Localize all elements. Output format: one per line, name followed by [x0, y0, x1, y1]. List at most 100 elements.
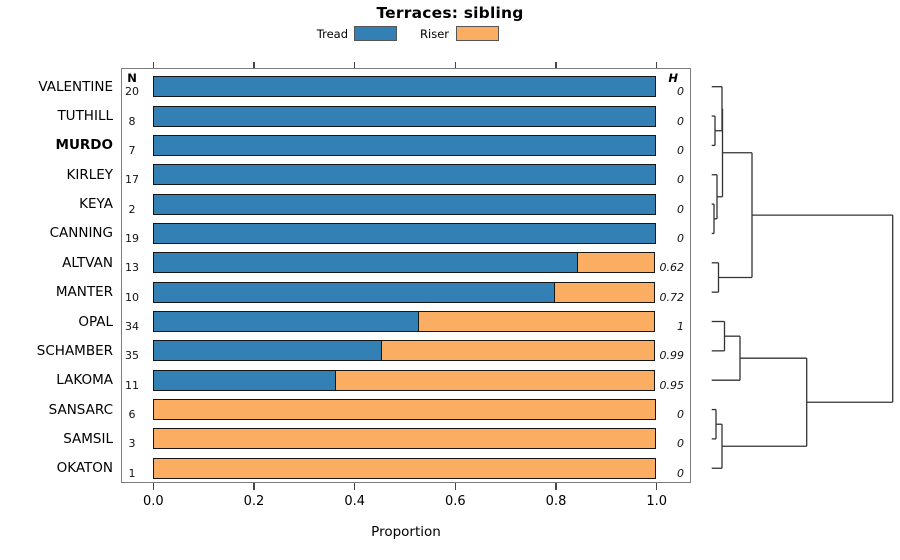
h-value: 0 [677, 408, 684, 422]
tread-segment [153, 164, 657, 186]
h-value: 0 [677, 466, 684, 480]
plot-panel [121, 68, 691, 483]
n-column-header: N [127, 71, 137, 85]
riser-segment [153, 399, 657, 421]
riser-segment [417, 311, 655, 332]
x-tick-label: 0.2 [243, 494, 265, 509]
stacked-bar-murdo [153, 134, 657, 156]
riser-segment [554, 281, 655, 303]
stacked-bar-manter [153, 281, 656, 303]
stacked-bar-canning [153, 222, 657, 244]
n-value: 34 [125, 320, 139, 333]
h-value: 0 [677, 231, 684, 245]
tread-segment [153, 76, 657, 98]
row-label-samsil: SAMSIL [63, 430, 113, 447]
h-value: 0 [677, 85, 684, 99]
n-value: 2 [128, 202, 136, 216]
h-value: 0 [677, 143, 684, 157]
cluster-dendrogram [711, 86, 894, 469]
h-value: 0 [677, 173, 684, 187]
row-label-schamber: SCHAMBER [36, 342, 113, 359]
stacked-bar-samsil [153, 428, 657, 450]
tread-segment [153, 193, 657, 215]
h-value: 0 [677, 437, 684, 451]
bottom-tick [655, 483, 658, 490]
n-value: 6 [128, 408, 136, 422]
tread-segment [153, 252, 579, 274]
row-label-murdo: MURDO [55, 137, 113, 154]
n-value: 7 [128, 143, 136, 157]
h-column-header: H [668, 71, 678, 85]
chart-title: Terraces: sibling [376, 4, 524, 22]
bottom-tick [353, 483, 356, 490]
tread-segment [153, 340, 384, 362]
legend-label-tread: Tread [316, 27, 348, 41]
n-value: 17 [125, 173, 139, 187]
tread-segment [153, 281, 556, 303]
h-value: 0.95 [659, 378, 685, 392]
stacked-bar-keya [153, 193, 657, 215]
legend-swatch-tread [354, 26, 397, 41]
row-label-lakoma: LAKOMA [56, 372, 113, 389]
stacked-bar-kirley [153, 164, 657, 186]
x-tick-label: 1.0 [646, 494, 668, 509]
n-value: 11 [125, 378, 139, 392]
h-value: 0.99 [659, 349, 685, 363]
top-tick [454, 61, 457, 68]
stacked-bar-schamber [153, 340, 656, 362]
bottom-tick [253, 483, 255, 490]
riser-segment [153, 457, 657, 479]
stacked-bar-lakoma [153, 369, 656, 391]
h-value: 1 [677, 320, 684, 333]
row-label-canning: CANNING [49, 225, 113, 242]
riser-segment [381, 340, 655, 362]
row-label-manter: MANTER [55, 284, 113, 301]
bottom-tick [152, 483, 155, 490]
n-value: 19 [125, 231, 139, 245]
legend-label-riser: Riser [420, 27, 449, 41]
tread-segment [153, 311, 420, 332]
top-tick [555, 61, 557, 68]
tread-segment [153, 134, 657, 156]
x-axis-label: Proportion [371, 524, 441, 540]
row-label-sansarc: SANSARC [48, 401, 113, 418]
h-value: 0 [677, 202, 684, 216]
x-tick-label: 0.0 [142, 494, 164, 509]
stacked-bar-opal [153, 311, 656, 332]
top-tick [655, 61, 658, 68]
h-value: 0 [677, 114, 684, 128]
x-tick-label: 0.4 [344, 494, 365, 509]
stacked-bar-tuthill [153, 105, 657, 127]
riser-segment [577, 252, 655, 274]
legend-swatch-riser [456, 26, 499, 41]
bottom-tick [555, 483, 557, 490]
stacked-bar-valentine [153, 76, 657, 98]
x-tick-label: 0.8 [545, 494, 567, 509]
row-label-opal: OPAL [78, 313, 113, 330]
n-value: 10 [125, 290, 139, 304]
n-value: 3 [128, 437, 136, 451]
tread-segment [153, 105, 657, 127]
n-value: 35 [125, 349, 139, 363]
top-tick [152, 61, 155, 68]
row-label-valentine: VALENTINE [38, 78, 113, 95]
h-value: 0.72 [659, 290, 685, 304]
riser-segment [334, 369, 655, 391]
bottom-tick [454, 483, 457, 490]
row-label-okaton: OKATON [56, 460, 113, 477]
riser-segment [153, 428, 657, 450]
tread-segment [153, 222, 657, 244]
stacked-bar-altvan [153, 252, 656, 274]
row-label-tuthill: TUTHILL [57, 108, 113, 125]
row-label-keya: KEYA [79, 196, 113, 213]
x-tick-label: 0.6 [444, 494, 466, 509]
n-value: 1 [128, 466, 136, 480]
top-tick [353, 61, 356, 68]
stacked-bar-sansarc [153, 399, 657, 421]
stacked-bar-okaton [153, 457, 657, 479]
top-tick [253, 61, 255, 68]
n-value: 8 [128, 114, 136, 128]
h-value: 0.62 [659, 261, 685, 275]
n-value: 20 [125, 85, 139, 99]
